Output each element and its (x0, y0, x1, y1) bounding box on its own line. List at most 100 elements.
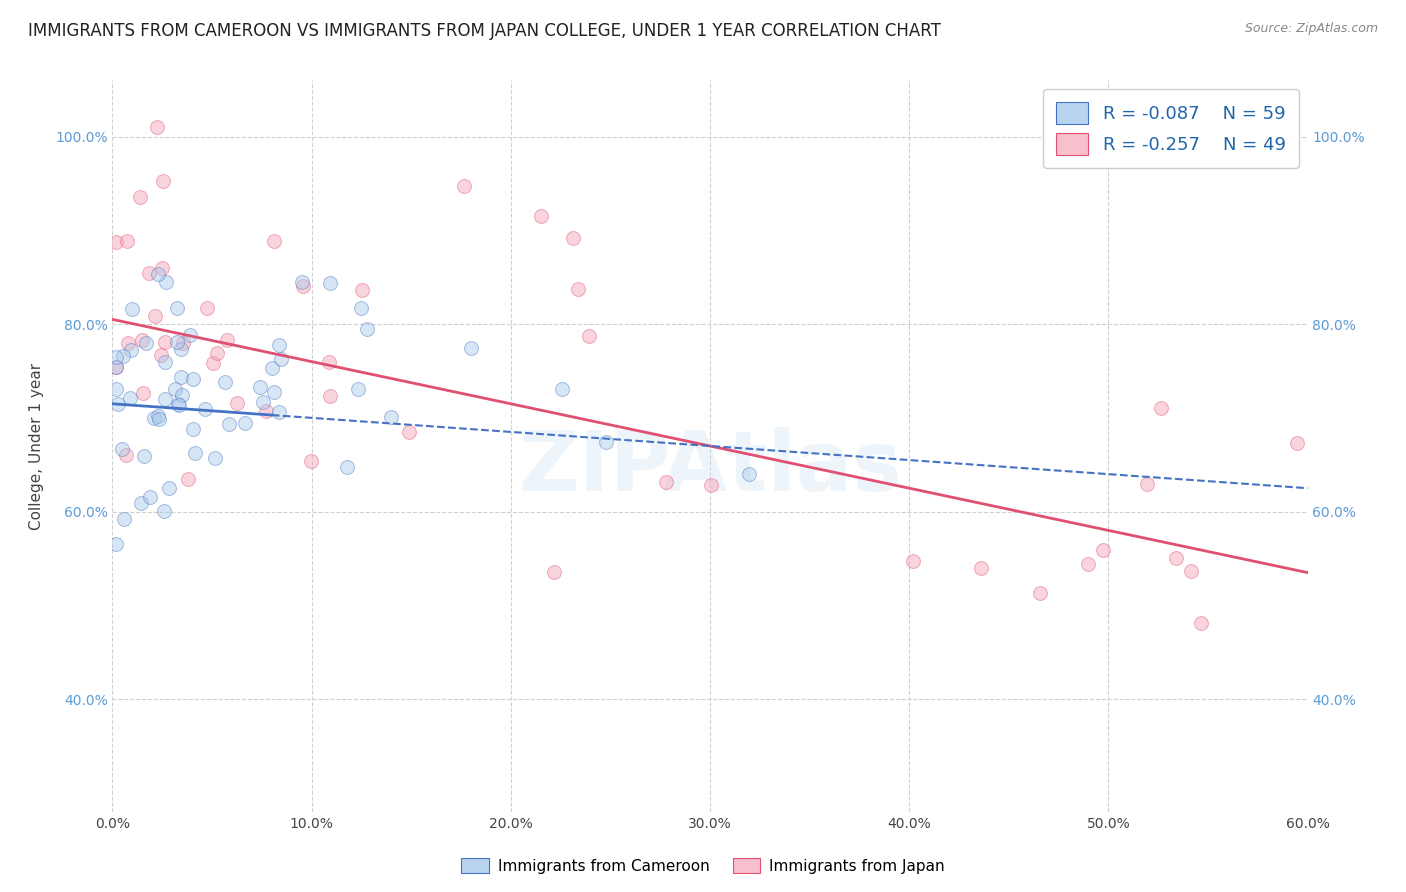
Point (655, 475, 678, 489)
Point (550, 382, 572, 396)
Point (143, 309, 166, 323)
Point (170, 370, 193, 384)
Point (143, 411, 166, 425)
Point (117, 336, 139, 351)
Legend: Immigrants from Cameroon, Immigrants from Japan: Immigrants from Cameroon, Immigrants fro… (456, 852, 950, 880)
Point (152, 174, 174, 188)
Point (319, 389, 342, 403)
Point (115, 234, 138, 248)
Point (1285, 435, 1308, 450)
Point (267, 338, 290, 352)
Point (149, 348, 172, 362)
Point (155, 355, 177, 369)
Point (111, 349, 134, 363)
Point (218, 417, 240, 432)
Point (453, 178, 475, 193)
Point (107, 397, 129, 411)
Text: IMMIGRANTS FROM CAMEROON VS IMMIGRANTS FROM JAPAN COLLEGE, UNDER 1 YEAR CORRELAT: IMMIGRANTS FROM CAMEROON VS IMMIGRANTS F… (28, 22, 941, 40)
Text: Source: ZipAtlas.com: Source: ZipAtlas.com (1244, 22, 1378, 36)
Point (165, 382, 187, 396)
Point (150, 261, 173, 276)
Point (254, 403, 277, 417)
Point (1189, 615, 1212, 630)
Point (115, 448, 138, 462)
Point (166, 334, 188, 349)
Point (969, 561, 991, 575)
Point (1029, 586, 1052, 600)
Point (181, 371, 204, 385)
Point (291, 276, 314, 290)
Point (567, 282, 589, 296)
Point (738, 467, 761, 481)
Point (1150, 401, 1173, 416)
Point (1180, 564, 1202, 578)
Point (214, 375, 236, 389)
Point (131, 333, 153, 347)
Point (146, 409, 169, 423)
Point (166, 397, 188, 411)
Point (105, 235, 128, 250)
Point (138, 490, 160, 504)
Point (460, 341, 482, 355)
Point (318, 355, 340, 369)
Point (217, 333, 239, 347)
Point (530, 209, 553, 223)
Point (184, 446, 207, 460)
Point (135, 335, 157, 350)
Point (195, 301, 218, 315)
Point (1077, 558, 1099, 572)
Legend: R = -0.087    N = 59, R = -0.257    N = 49: R = -0.087 N = 59, R = -0.257 N = 49 (1043, 89, 1299, 168)
Point (292, 279, 315, 293)
Point (111, 442, 134, 456)
Point (543, 565, 565, 579)
Point (170, 342, 193, 356)
Point (225, 395, 247, 409)
Point (562, 231, 585, 245)
Point (170, 387, 193, 401)
Point (148, 412, 170, 426)
Point (202, 356, 225, 370)
Point (152, 504, 174, 518)
Point (176, 472, 198, 486)
Point (132, 386, 155, 401)
Point (131, 496, 153, 510)
Point (155, 275, 177, 289)
Point (349, 301, 371, 315)
Point (263, 235, 285, 249)
Point (204, 450, 226, 465)
Point (183, 422, 205, 436)
Point (105, 359, 128, 374)
Point (120, 343, 142, 358)
Point (172, 336, 194, 351)
Point (252, 395, 274, 409)
Point (105, 350, 128, 364)
Point (233, 416, 256, 430)
Point (1164, 550, 1187, 565)
Point (132, 450, 155, 464)
Point (193, 401, 215, 416)
Point (121, 301, 143, 316)
Point (336, 460, 359, 475)
Point (270, 351, 292, 366)
Point (398, 425, 420, 439)
Point (105, 360, 128, 375)
Y-axis label: College, Under 1 year: College, Under 1 year (30, 362, 44, 530)
Point (155, 334, 177, 349)
Point (347, 382, 370, 396)
Point (128, 190, 150, 204)
Point (1091, 543, 1114, 558)
Point (205, 346, 228, 360)
Point (146, 120, 169, 135)
Point (105, 382, 128, 396)
Point (260, 361, 283, 376)
Point (138, 266, 160, 280)
Point (155, 392, 177, 406)
Point (167, 398, 190, 412)
Point (1136, 476, 1159, 491)
Point (356, 322, 378, 336)
Point (263, 384, 285, 399)
Point (146, 267, 169, 281)
Point (249, 380, 271, 394)
Point (595, 435, 617, 450)
Point (179, 327, 201, 342)
